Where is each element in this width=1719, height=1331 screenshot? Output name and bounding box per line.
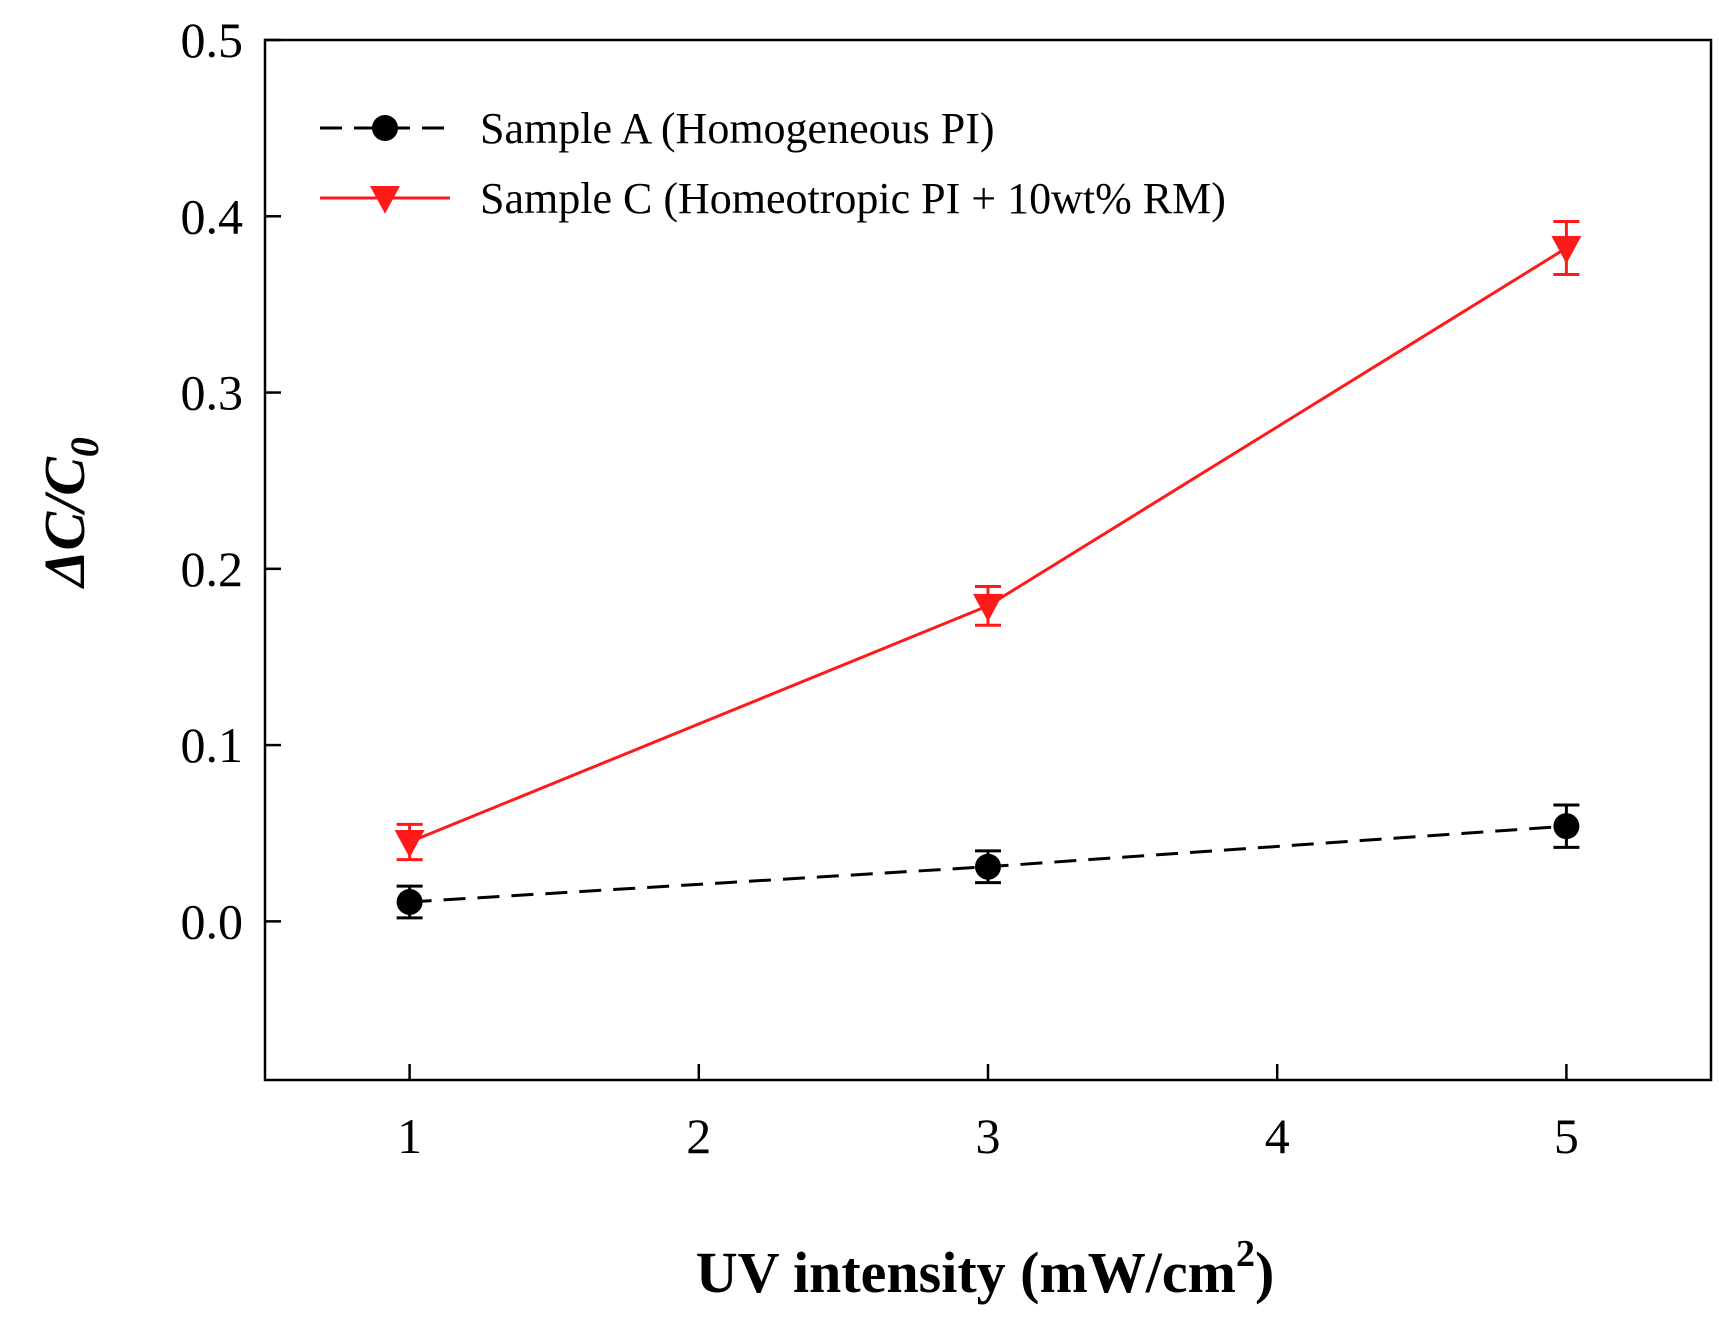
series-sample-c [394,220,1582,862]
x-axis-title-close: ) [1255,1240,1274,1305]
x-axis-title-superscript: 2 [1236,1233,1255,1275]
y-tick-label: 0.2 [181,541,244,597]
y-tick-label: 0.4 [181,188,244,244]
legend-label: Sample C (Homeotropic PI + 10wt% RM) [480,174,1226,223]
y-tick-label: 0.3 [181,365,244,421]
x-tick-label: 1 [397,1108,422,1164]
x-tick-label: 2 [686,1108,711,1164]
y-tick-label: 0.5 [181,12,244,68]
y-axis-title: ΔC/C0 [32,437,107,589]
data-point [973,593,1003,622]
x-axis-title: UV intensity (mW/cm2) [696,1233,1275,1305]
x-axis-title-main: UV intensity (mW/cm [696,1240,1236,1305]
y-axis-title-main: ΔC/C [32,456,97,589]
y-axis-title-subscript: 0 [62,437,107,457]
legend-marker [370,186,400,214]
data-point [1553,813,1580,840]
x-tick-label: 5 [1554,1108,1579,1164]
y-tick-label: 0.1 [181,717,244,773]
data-point [394,830,425,858]
legend-marker [372,115,398,141]
series-sample-a [396,803,1580,920]
series-line [409,246,1568,844]
x-tick-label: 4 [1265,1108,1290,1164]
y-tick-label: 0.0 [181,893,244,949]
data-point [1551,236,1582,264]
legend-label: Sample A (Homogeneous PI) [480,104,995,153]
data-point [396,888,423,915]
x-tick-label: 3 [976,1108,1001,1164]
data-point [975,853,1001,880]
